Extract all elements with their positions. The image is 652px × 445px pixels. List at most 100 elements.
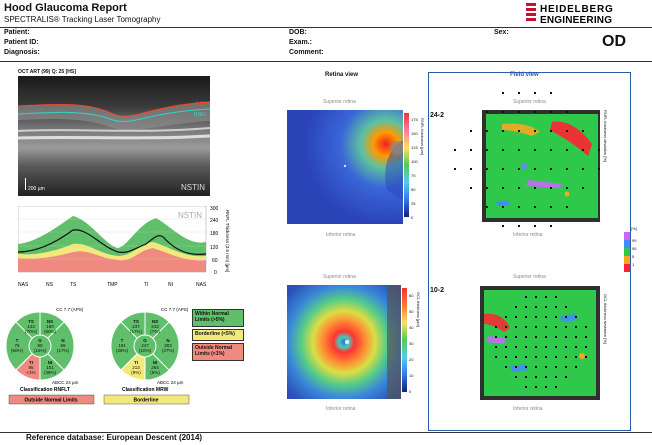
test-point [535, 366, 537, 368]
test-point [534, 149, 536, 151]
test-point [545, 326, 547, 328]
eye-label: OD [602, 33, 626, 50]
gcl-thickness-scalebar [402, 288, 407, 392]
sector-pct: (17%) [130, 329, 143, 334]
test-point [565, 326, 567, 328]
sector-pct: (16%) [34, 348, 47, 353]
sector-pct: (70%) [25, 329, 38, 334]
sector-label: NI [48, 360, 53, 365]
dev-tick: 1 [632, 262, 635, 267]
test-point [486, 111, 488, 113]
rnfl-layer-label: RNFL [194, 112, 207, 118]
x-tick: TI [144, 282, 148, 288]
footer-divider [0, 432, 652, 433]
field-superior-label-1: Superior retina [513, 99, 546, 105]
field-242-label: 24-2 [430, 112, 445, 119]
sector-value: 143 [27, 324, 35, 329]
test-point [575, 356, 577, 358]
patient-label: Patient: [4, 29, 30, 36]
test-point [555, 336, 557, 338]
test-point [518, 149, 520, 151]
retina-superior-label-2: Superior retina [323, 274, 356, 280]
test-point [535, 296, 537, 298]
test-point [525, 296, 527, 298]
report-title: Hood Glaucoma Report [4, 2, 127, 14]
test-point [555, 386, 557, 388]
gcl-tick: 50 [409, 309, 414, 314]
oct-scale-label: 200 µm [28, 186, 45, 192]
mrw-caption: Classification MRW [122, 387, 169, 393]
sector-pct: (5%) [150, 370, 160, 375]
test-point [555, 356, 557, 358]
test-point [566, 168, 568, 170]
test-point [535, 386, 537, 388]
test-point [502, 168, 504, 170]
rnfl-thickness-map [287, 110, 404, 224]
sector-pct: (27%) [162, 348, 175, 353]
test-point [535, 336, 537, 338]
sector-circles: TS 143 (70%) NS 160 (60%) T 76 (60%) G 9… [4, 306, 194, 418]
test-point [535, 376, 537, 378]
profile-ylabel: RNFL Thickness (3.5 mm) [µm] [225, 210, 230, 272]
sector-label: TI [29, 360, 33, 365]
test-point [515, 336, 517, 338]
sector-pct: (9%) [131, 370, 141, 375]
sector-label: TS [133, 319, 139, 324]
gcl-scale-label: GCL thickness [µm] [416, 292, 421, 327]
test-point [545, 316, 547, 318]
field-242-map [432, 84, 608, 244]
profile-x-ticks: NAS NS TS TMP TI NI NAS [18, 282, 207, 288]
test-point [565, 356, 567, 358]
field-superior-label-2: Superior retina [513, 274, 546, 280]
mrw-classification: Borderline [133, 398, 158, 404]
field-102-test-points [495, 296, 587, 388]
test-point [505, 326, 507, 328]
test-point [525, 326, 527, 328]
dev-tick: 95 [632, 246, 637, 251]
field-102-map [480, 286, 600, 400]
field-inferior-label-1: Inferior retina [513, 232, 543, 238]
test-point [545, 386, 547, 388]
gcl-deviation-label: GCL thickness deviation [%] [603, 294, 608, 344]
rnflt-classification: Outside Normal Limits [24, 398, 78, 404]
test-point [518, 206, 520, 208]
rnfl-tick: 25 [411, 201, 416, 206]
gcl-tick: 60 [409, 293, 414, 298]
x-tick: NI [168, 282, 173, 288]
test-point [545, 296, 547, 298]
test-point [550, 187, 552, 189]
test-point [525, 306, 527, 308]
sector-pct: (60%) [11, 348, 24, 353]
rnfl-tick: 75 [411, 173, 416, 178]
test-point [550, 130, 552, 132]
rnfl-profile-chart: NSTIN 300 240 180 120 60 0 RNFL Thicknes… [17, 205, 238, 294]
sector-label: G [38, 338, 42, 343]
sex-label: Sex: [494, 29, 509, 36]
test-point [575, 326, 577, 328]
test-point [470, 187, 472, 189]
y-tick: 180 [210, 231, 219, 237]
test-point [515, 346, 517, 348]
oct-bscan-image: 200 µm NSTIN ILM RNFL [17, 76, 211, 196]
profile-sector-label: NSTIN [178, 211, 202, 220]
logo-graphic: HEIDELBERG ENGINEERING [526, 3, 613, 26]
test-point [550, 168, 552, 170]
test-point [502, 92, 504, 94]
test-point [525, 356, 527, 358]
mrw-area-label: ABCC 24 µm [157, 380, 184, 385]
x-tick: TS [70, 282, 77, 288]
mrw-sector-circle: TS 237 (17%) NS 243 (7%) T 191 (28%) G 2… [110, 311, 180, 381]
test-point [566, 206, 568, 208]
sector-value: 95 [28, 365, 34, 370]
rnfl-tick: 100 [411, 159, 418, 164]
mrw-cc-label: CC 7.7 (APS) [161, 307, 189, 312]
diagnosis-label: Diagnosis: [4, 49, 40, 56]
test-point [525, 316, 527, 318]
retina-inferior-label-2: Inferior retina [326, 406, 356, 412]
test-point [534, 206, 536, 208]
test-point [515, 376, 517, 378]
heidelberg-logo: HEIDELBERG ENGINEERING [526, 2, 648, 33]
test-point [555, 376, 557, 378]
field-242-test-points [454, 92, 600, 227]
sector-value: 101 [46, 365, 54, 370]
